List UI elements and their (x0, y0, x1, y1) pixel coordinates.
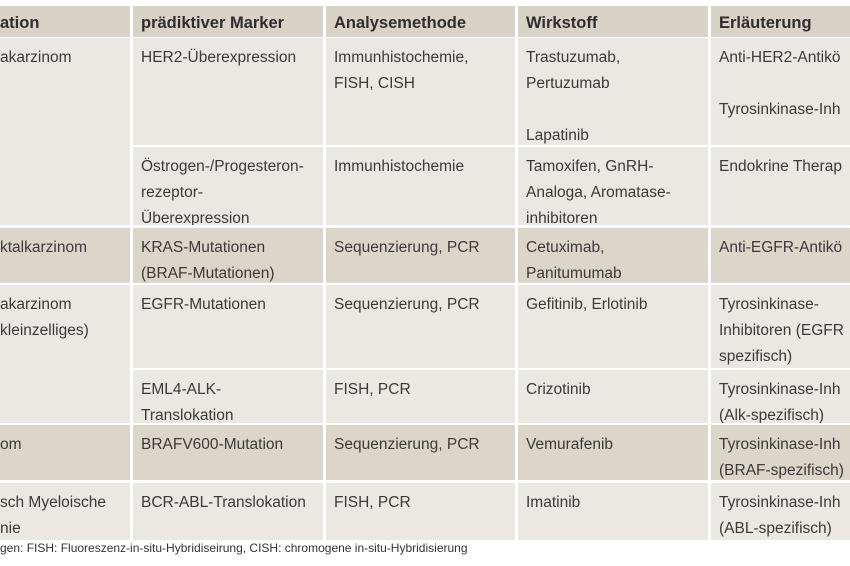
header-indication: ation (0, 6, 130, 37)
header-note: Erläuterung (711, 6, 850, 37)
cell-method: Sequenzierung, PCR (326, 425, 515, 480)
cell-note: Tyrosinkinase-Inh (BRAF-spezifisch) (711, 425, 850, 480)
cell-method: Immunhistochemie, FISH, CISH (326, 38, 515, 145)
cell-indication: akarzinom kleinzelliges) (0, 285, 130, 423)
cell-marker: Östrogen-/Progesteron- rezeptor- Überexp… (133, 147, 323, 225)
cell-marker: EGFR-Mutationen (133, 285, 323, 368)
cell-note: Anti-HER2-Antikö Tyrosinkinase-Inh (711, 38, 850, 145)
cell-note: Endokrine Therap (711, 147, 850, 225)
cell-drug: Crizotinib (518, 370, 708, 423)
cell-note: Tyrosinkinase- Inhibitoren (EGFR spezifi… (711, 285, 850, 368)
cell-indication: ktalkarzinom (0, 228, 130, 283)
cell-drug: Trastuzumab, Pertuzumab Lapatinib (518, 38, 708, 145)
cell-indication: akarzinom (0, 38, 130, 225)
cell-method: Sequenzierung, PCR (326, 285, 515, 368)
cell-marker: HER2-Überexpression (133, 38, 323, 145)
cell-indication: om (0, 425, 130, 480)
cell-marker: BRAFV600-Mutation (133, 425, 323, 480)
cell-method: FISH, PCR (326, 483, 515, 540)
cell-indication: sch Myeloische nie (0, 483, 130, 540)
cell-drug: Tamoxifen, GnRH- Analoga, Aromatase- inh… (518, 147, 708, 225)
cell-marker: EML4-ALK- Translokation (133, 370, 323, 423)
cell-note: Tyrosinkinase-Inh (Alk-spezifisch) (711, 370, 850, 423)
cell-marker: KRAS-Mutationen (BRAF-Mutationen) (133, 228, 323, 283)
cell-method: Immunhistochemie (326, 147, 515, 225)
cell-method: Sequenzierung, PCR (326, 228, 515, 283)
header-marker: prädiktiver Marker (133, 6, 323, 37)
cell-drug: Imatinib (518, 483, 708, 540)
cell-drug: Vemurafenib (518, 425, 708, 480)
cell-method: FISH, PCR (326, 370, 515, 423)
header-drug: Wirkstoff (518, 6, 708, 37)
cell-drug: Cetuximab, Panitumumab (518, 228, 708, 283)
table-footnote: gen: FISH: Fluoreszenz-in-situ-Hybridise… (0, 541, 468, 555)
header-method: Analysemethode (326, 6, 515, 37)
cell-note: Anti-EGFR-Antikö (711, 228, 850, 283)
cell-drug: Gefitinib, Erlotinib (518, 285, 708, 368)
cell-note: Tyrosinkinase-Inh (ABL-spezifisch) (711, 483, 850, 540)
cell-marker: BCR-ABL-Translokation (133, 483, 323, 540)
